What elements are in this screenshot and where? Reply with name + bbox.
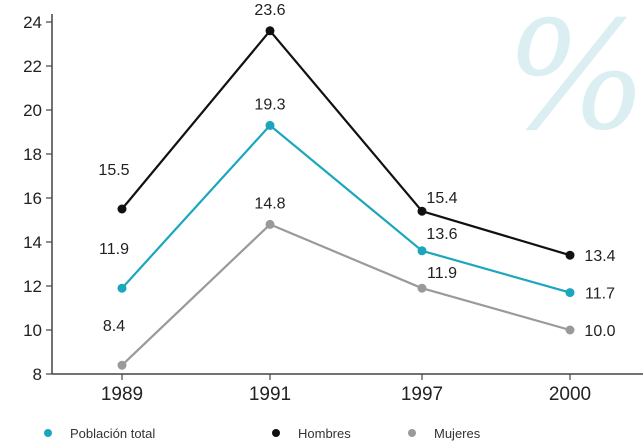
x-tick-label: 1991	[249, 384, 291, 405]
percent-watermark: %	[505, 0, 643, 164]
data-point	[117, 360, 127, 370]
x-tick-label: 2000	[549, 384, 591, 405]
y-tick-label: 10	[23, 321, 42, 340]
data-labels: 8.4 14.8 11.9 10.0 11.9 19.3 13.6 11.7 15.5 23.6 1…	[98, 2, 615, 340]
data-point	[117, 283, 127, 293]
y-tick-label: 20	[23, 101, 42, 120]
series-layer	[117, 26, 575, 370]
legend-label: Mujeres	[434, 426, 481, 441]
data-label: 15.5	[98, 162, 129, 179]
legend: Población total Hombres Mujeres	[44, 426, 481, 441]
data-label: 13.4	[584, 248, 615, 265]
y-tick-label: 14	[23, 233, 42, 252]
series-line-mujeres	[121, 223, 571, 366]
legend-label: Población total	[70, 426, 155, 441]
data-point	[417, 246, 427, 256]
series-line-hombres	[121, 29, 571, 257]
data-label: 23.6	[254, 2, 285, 19]
axes: 8 10 12 14 16 18 20 22 24 1989 1991 1997 2000	[23, 13, 643, 405]
legend-marker	[44, 429, 52, 437]
data-label: 11.9	[427, 265, 457, 282]
data-label: 15.4	[426, 190, 457, 207]
data-label: 14.8	[254, 195, 285, 212]
y-tick-label: 8	[33, 365, 42, 384]
series-line-población-total	[121, 124, 571, 294]
data-point	[265, 120, 275, 130]
y-tick-label: 22	[23, 57, 42, 76]
data-point	[565, 288, 575, 298]
data-point	[417, 283, 427, 293]
data-point	[265, 26, 275, 36]
legend-marker	[272, 429, 280, 437]
data-label: 13.6	[426, 226, 457, 243]
data-point	[117, 204, 127, 214]
data-point	[265, 219, 275, 229]
data-label: 10.0	[584, 323, 615, 340]
x-tick-label: 1997	[401, 384, 443, 405]
data-label: 19.3	[254, 96, 285, 113]
y-tick-label: 12	[23, 277, 42, 296]
y-tick-label: 18	[23, 145, 42, 164]
data-label: 8.4	[103, 318, 125, 335]
data-point	[565, 325, 575, 335]
data-point	[565, 250, 575, 260]
data-label: 11.9	[99, 241, 129, 258]
x-tick-label: 1989	[101, 384, 143, 405]
y-tick-label: 24	[23, 13, 42, 32]
legend-label: Hombres	[298, 426, 351, 441]
data-label: 11.7	[585, 286, 615, 303]
legend-marker	[408, 429, 416, 437]
y-tick-label: 16	[23, 189, 42, 208]
data-point	[417, 206, 427, 216]
